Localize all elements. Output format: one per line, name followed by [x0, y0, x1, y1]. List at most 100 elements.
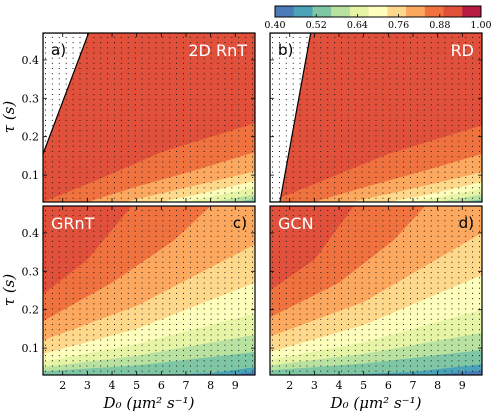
sample-point — [224, 282, 226, 284]
sample-point — [416, 104, 418, 106]
sample-point — [382, 135, 384, 137]
sample-point — [479, 365, 480, 367]
sample-point — [341, 334, 342, 336]
sample-point — [45, 78, 46, 80]
sample-point — [100, 215, 102, 217]
sample-point — [458, 334, 460, 336]
sample-point — [176, 78, 178, 80]
sample-point — [45, 187, 46, 189]
sample-point — [148, 57, 150, 59]
sample-point — [155, 62, 157, 64]
sample-point — [58, 318, 60, 320]
sample-point — [327, 355, 329, 357]
sample-point — [472, 318, 474, 320]
sample-point — [410, 88, 411, 90]
sample-point — [361, 303, 363, 305]
sample-point — [231, 94, 233, 95]
sample-point — [114, 62, 115, 64]
sample-point — [354, 140, 356, 142]
sample-point — [292, 225, 294, 227]
sample-point — [437, 261, 439, 263]
sample-point — [458, 349, 460, 351]
sample-point — [313, 313, 315, 315]
sample-point — [334, 161, 336, 163]
sample-point — [327, 145, 329, 147]
sample-point — [238, 78, 240, 80]
sample-point — [148, 324, 150, 325]
sample-point — [176, 73, 178, 75]
sample-point — [382, 140, 384, 142]
contour-band — [210, 194, 255, 202]
sample-point — [58, 215, 60, 217]
sample-point — [341, 241, 342, 242]
sample-point — [51, 156, 53, 158]
sample-point — [210, 334, 212, 336]
sample-point — [120, 156, 122, 158]
sample-point — [148, 267, 150, 268]
sample-point — [100, 225, 102, 227]
sample-point — [183, 272, 184, 274]
sample-point — [410, 73, 411, 75]
sample-point — [120, 308, 122, 310]
sample-point — [472, 62, 474, 64]
sample-point — [107, 209, 109, 211]
sample-point — [252, 344, 253, 346]
sample-point — [203, 62, 205, 64]
sample-point — [403, 42, 405, 44]
sample-point — [217, 52, 219, 54]
sample-point — [107, 114, 109, 116]
sample-point — [189, 73, 191, 75]
sample-point — [327, 225, 329, 227]
sample-point — [299, 251, 301, 253]
sample-point — [458, 182, 460, 184]
sample-point — [299, 109, 301, 111]
sample-point — [423, 88, 425, 90]
sample-point — [162, 324, 164, 325]
sample-point — [396, 365, 398, 367]
sample-point — [361, 308, 363, 310]
sample-point — [382, 73, 384, 75]
sample-point — [93, 187, 95, 189]
sample-point — [403, 235, 405, 237]
sample-point — [327, 329, 329, 331]
sample-point — [354, 215, 356, 217]
sample-point — [416, 277, 418, 279]
sample-point — [451, 125, 453, 127]
sample-point — [272, 215, 273, 217]
sample-point — [410, 261, 411, 263]
sample-point — [320, 88, 322, 90]
sample-point — [327, 73, 329, 75]
sample-point — [252, 156, 253, 158]
sample-point — [51, 166, 53, 168]
sample-point — [155, 78, 157, 80]
sample-point — [306, 104, 308, 106]
panel-title: 2D RnT — [188, 41, 247, 60]
sample-point — [189, 344, 191, 346]
sample-point — [169, 130, 171, 132]
sample-point — [65, 47, 67, 49]
sample-point — [327, 241, 329, 242]
sample-point — [134, 277, 136, 279]
sample-point — [341, 292, 342, 294]
sample-point — [107, 267, 109, 268]
sample-point — [396, 197, 398, 199]
sample-point — [416, 176, 418, 178]
sample-point — [292, 192, 294, 194]
sample-point — [320, 36, 322, 38]
sample-point — [134, 344, 136, 346]
sample-point — [382, 114, 384, 116]
sample-point — [100, 251, 102, 253]
sample-point — [299, 365, 301, 367]
sample-point — [217, 277, 219, 279]
sample-point — [155, 88, 157, 90]
sample-point — [410, 176, 411, 178]
sample-point — [361, 42, 363, 44]
sample-point — [272, 225, 273, 227]
sample-point — [127, 339, 129, 341]
sample-point — [403, 282, 405, 284]
sample-point — [176, 261, 178, 263]
sample-point — [368, 308, 370, 310]
sample-point — [238, 225, 240, 227]
sample-point — [416, 339, 418, 341]
sample-point — [224, 318, 226, 320]
